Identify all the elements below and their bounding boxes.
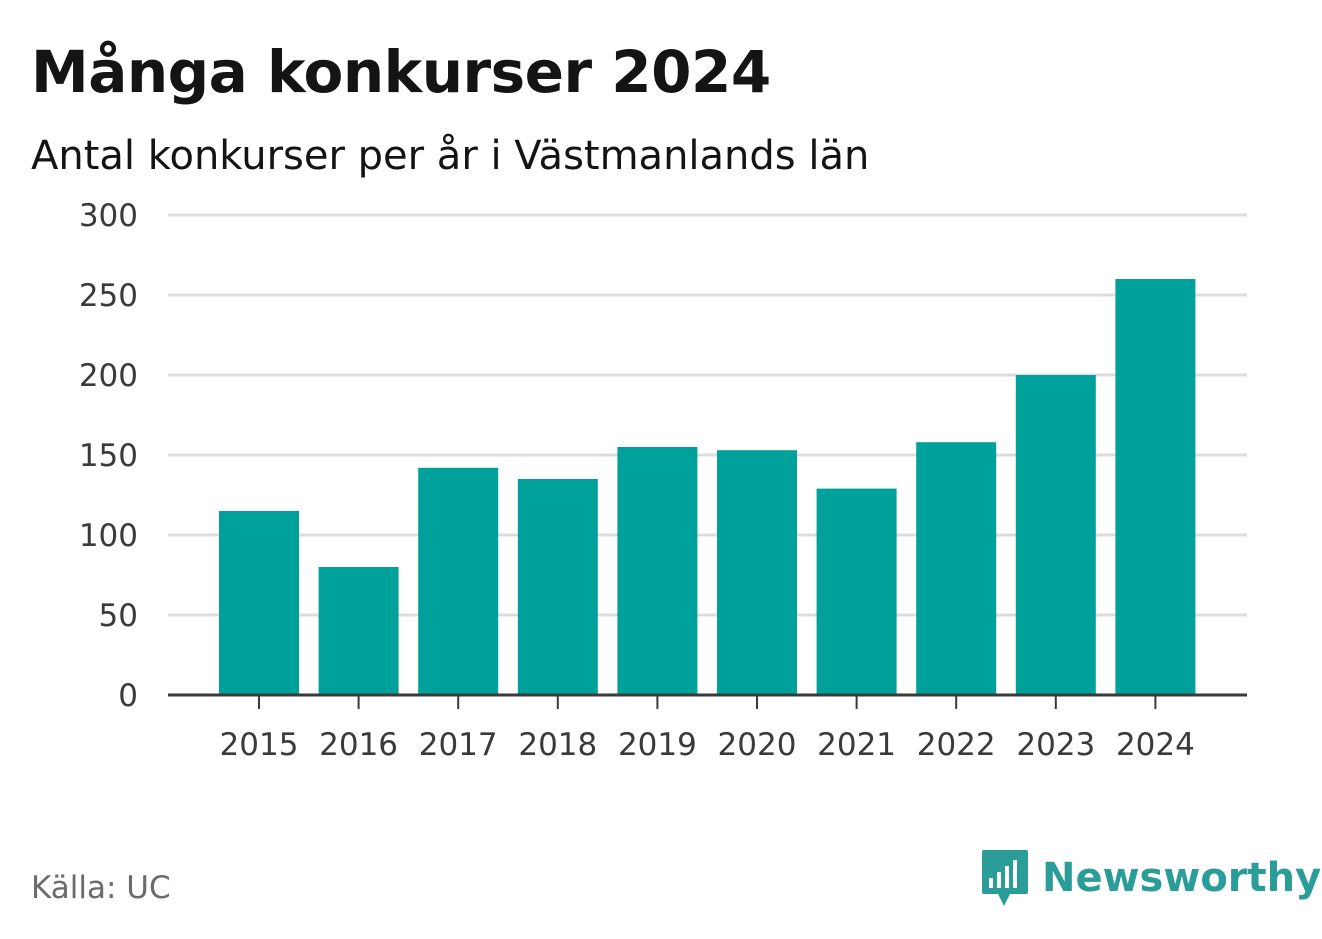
x-axis (168, 693, 1247, 709)
x-tick-label: 2016 (319, 727, 398, 763)
bar-2015 (219, 511, 299, 695)
y-tick-label: 300 (79, 198, 138, 234)
y-tick-label: 0 (118, 678, 138, 714)
x-tick-label: 2015 (220, 727, 299, 763)
bar-2020 (717, 450, 797, 695)
bar-chart-bubble-icon (982, 850, 1028, 906)
bar-2016 (318, 567, 399, 695)
x-tick-label: 2024 (1116, 727, 1195, 763)
x-tick-label: 2018 (518, 727, 597, 763)
y-tick-label: 200 (79, 358, 138, 394)
x-tick-label: 2023 (1016, 727, 1095, 763)
y-tick-label: 150 (79, 438, 138, 474)
bar-2019 (617, 447, 698, 695)
x-tick-label: 2021 (817, 727, 896, 763)
bar-2017 (418, 467, 499, 695)
chart-title: Många konkurser 2024 (31, 38, 771, 106)
x-axis-ticks: 2015 2016 2017 2018 2019 2020 2021 2022 2023 2024 (220, 727, 1195, 763)
y-tick-label: 50 (99, 598, 138, 634)
x-tick-label: 2017 (419, 727, 498, 763)
bar-2023 (1015, 375, 1096, 695)
source-note: Källa: UC (31, 870, 171, 906)
y-axis-ticks: 0 50 100 150 200 250 300 (79, 198, 138, 714)
bar-2024 (1115, 279, 1196, 695)
bar-2018 (517, 479, 598, 695)
x-tick-label: 2020 (718, 727, 797, 763)
x-tick-label: 2022 (917, 727, 996, 763)
bars (219, 279, 1196, 695)
logo-text: Newsworthy (1042, 855, 1322, 901)
x-tick-label: 2019 (618, 727, 697, 763)
chart-subtitle: Antal konkurser per år i Västmanlands lä… (31, 133, 870, 179)
y-tick-label: 100 (79, 518, 138, 554)
y-tick-label: 250 (79, 278, 138, 314)
bar-2021 (816, 488, 897, 695)
newsworthy-logo: Newsworthy (980, 848, 1321, 908)
bar-2022 (916, 442, 997, 695)
